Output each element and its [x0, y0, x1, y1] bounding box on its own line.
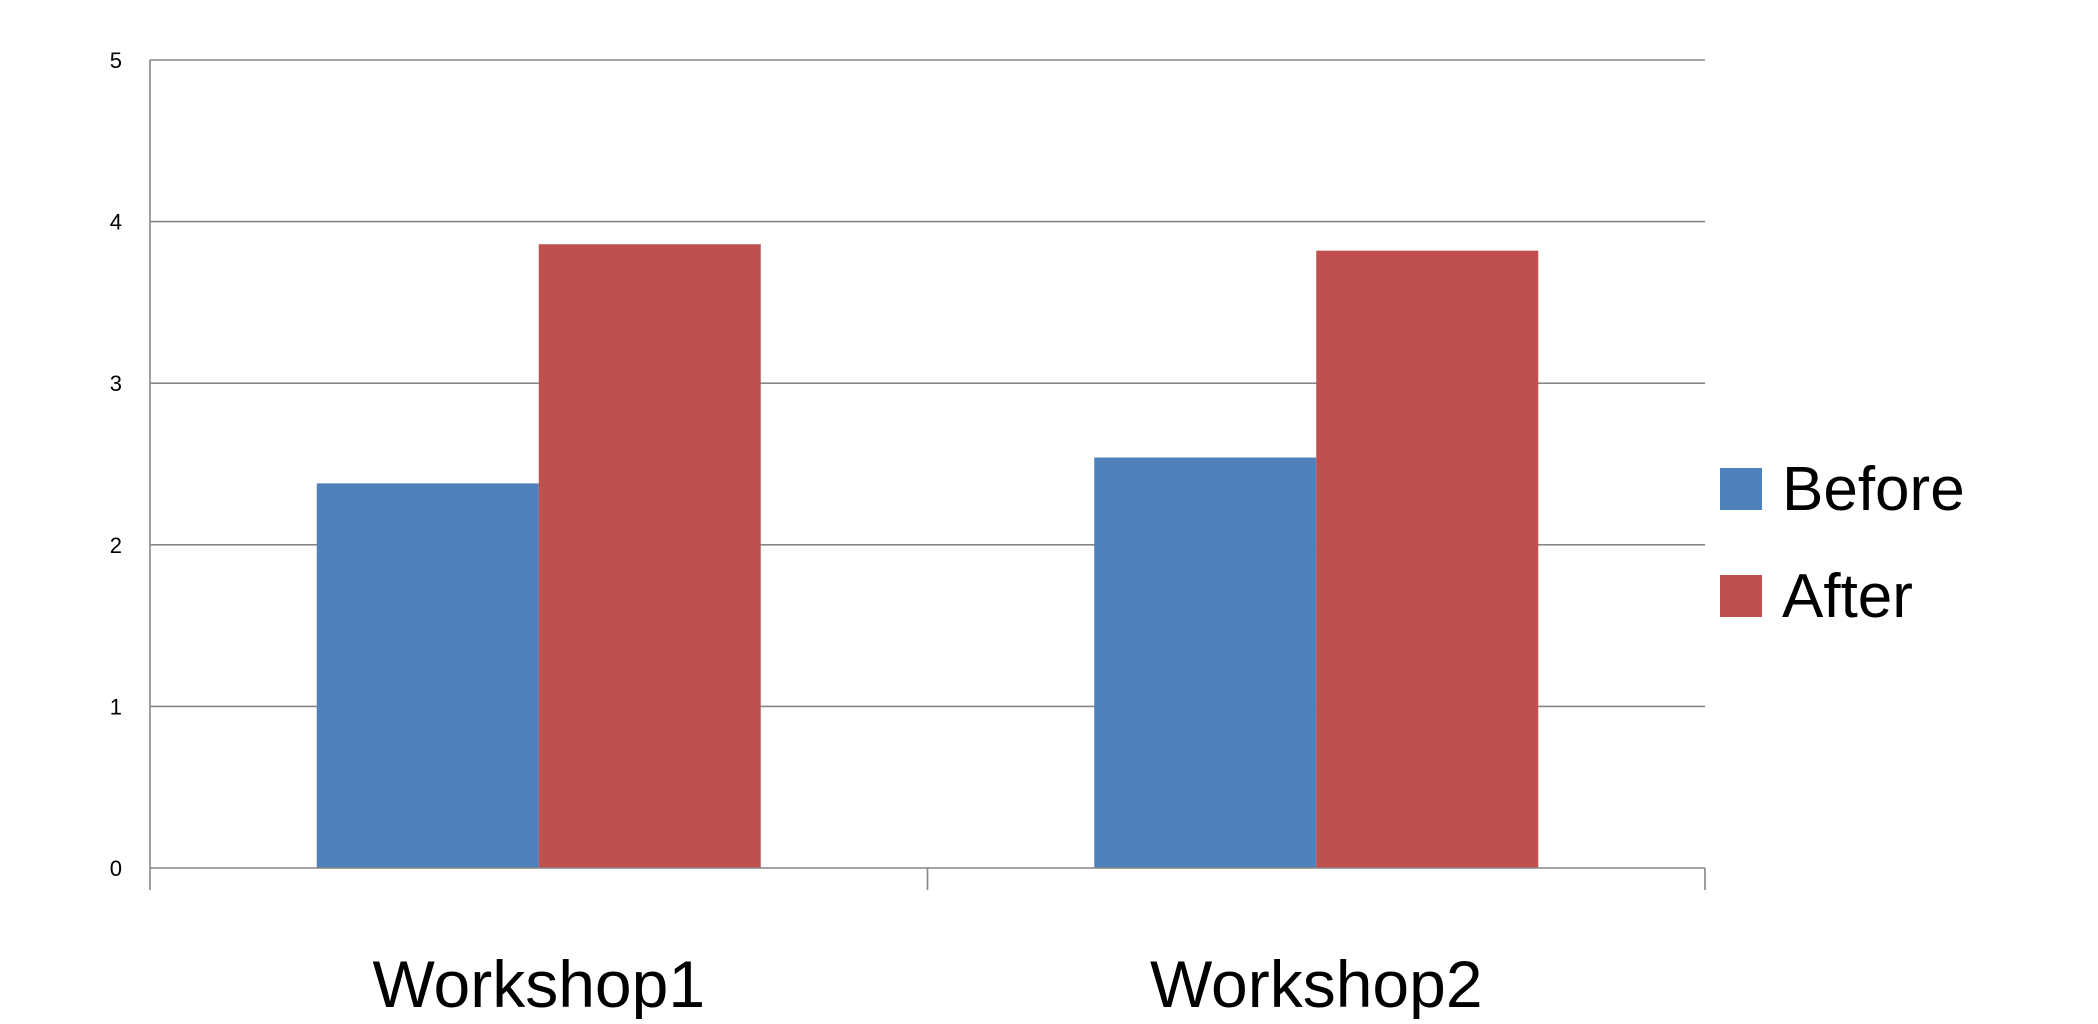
- axes: [149, 60, 1706, 890]
- y-tick-label: 3: [110, 371, 122, 396]
- x-category-label: Workshop1: [372, 947, 705, 1019]
- legend-swatch-before: [1720, 468, 1762, 510]
- bars: [316, 244, 1539, 869]
- bar-before-workshop2: [1094, 457, 1317, 868]
- legend-label-after: After: [1782, 562, 1913, 631]
- x-category-label: Workshop2: [1150, 947, 1483, 1019]
- axis-labels: 0 1 2 3 4 5 Workshop1 Workshop2: [110, 48, 1483, 1021]
- y-tick-label: 0: [110, 856, 122, 881]
- legend-label-before: Before: [1782, 455, 1965, 524]
- y-tick-label: 4: [110, 210, 122, 235]
- bar-after-workshop1: [538, 244, 761, 868]
- y-tick-label: 2: [110, 533, 122, 558]
- legend: Before After: [1720, 455, 1965, 631]
- bar-before-workshop1: [316, 483, 539, 868]
- y-tick-label: 5: [110, 48, 122, 73]
- y-tick-label: 1: [110, 694, 122, 719]
- bar-after-workshop2: [1316, 250, 1539, 869]
- legend-swatch-after: [1720, 575, 1762, 617]
